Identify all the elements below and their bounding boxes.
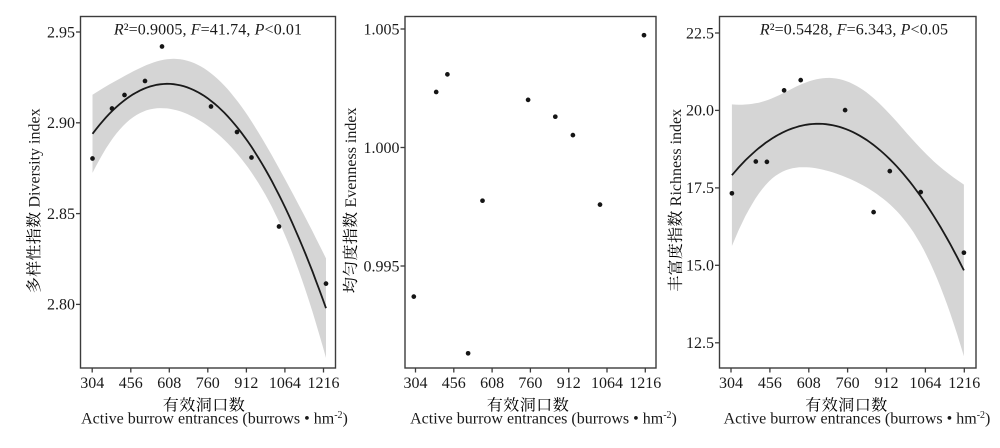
svg-text:1064: 1064 (909, 375, 941, 392)
svg-text:15.0: 15.0 (686, 258, 714, 275)
svg-text:1.005: 1.005 (364, 21, 400, 38)
svg-text:608: 608 (797, 375, 821, 392)
svg-text:1064: 1064 (269, 375, 301, 392)
svg-text:1.000: 1.000 (364, 140, 400, 157)
svg-text:760: 760 (518, 375, 542, 392)
svg-text:Active burrow entrances (burro: Active burrow entrances (burrows • hm-2) (81, 410, 348, 428)
svg-text:456: 456 (442, 375, 466, 392)
svg-text:R²=0.5428, F=6.343, P<0.05: R²=0.5428, F=6.343, P<0.05 (759, 22, 948, 39)
svg-text:2.95: 2.95 (47, 24, 75, 41)
svg-text:0.995: 0.995 (364, 258, 400, 275)
svg-text:Active burrow entrances (burro: Active burrow entrances (burrows • hm-2) (724, 410, 991, 428)
svg-text:1216: 1216 (629, 375, 661, 392)
svg-text:Active burrow entrances (burro: Active burrow entrances (burrows • hm-2) (410, 410, 677, 428)
svg-text:304: 304 (404, 375, 428, 392)
svg-text:Evenness index: Evenness index (343, 108, 360, 208)
svg-text:12.5: 12.5 (686, 335, 714, 352)
svg-text:912: 912 (234, 375, 258, 392)
svg-text:912: 912 (875, 375, 899, 392)
svg-text:304: 304 (719, 375, 743, 392)
svg-text:17.5: 17.5 (686, 180, 714, 197)
svg-text:20.0: 20.0 (686, 103, 714, 120)
svg-text:2.80: 2.80 (47, 297, 75, 314)
svg-text:304: 304 (80, 375, 104, 392)
svg-text:760: 760 (196, 375, 220, 392)
svg-text:22.5: 22.5 (686, 25, 714, 42)
svg-text:1216: 1216 (308, 375, 340, 392)
svg-text:2.85: 2.85 (47, 206, 75, 223)
svg-text:R²=0.9005, F=41.74, P<0.01: R²=0.9005, F=41.74, P<0.01 (113, 22, 302, 39)
svg-text:2.90: 2.90 (47, 115, 75, 132)
svg-text:456: 456 (758, 375, 782, 392)
svg-text:Diversity index: Diversity index (27, 108, 44, 207)
svg-text:912: 912 (557, 375, 581, 392)
svg-text:1064: 1064 (591, 375, 623, 392)
svg-text:608: 608 (157, 375, 181, 392)
svg-text:456: 456 (119, 375, 143, 392)
svg-text:1216: 1216 (948, 375, 980, 392)
svg-text:760: 760 (836, 375, 860, 392)
svg-text:Richness index: Richness index (668, 109, 685, 206)
svg-text:608: 608 (480, 375, 504, 392)
